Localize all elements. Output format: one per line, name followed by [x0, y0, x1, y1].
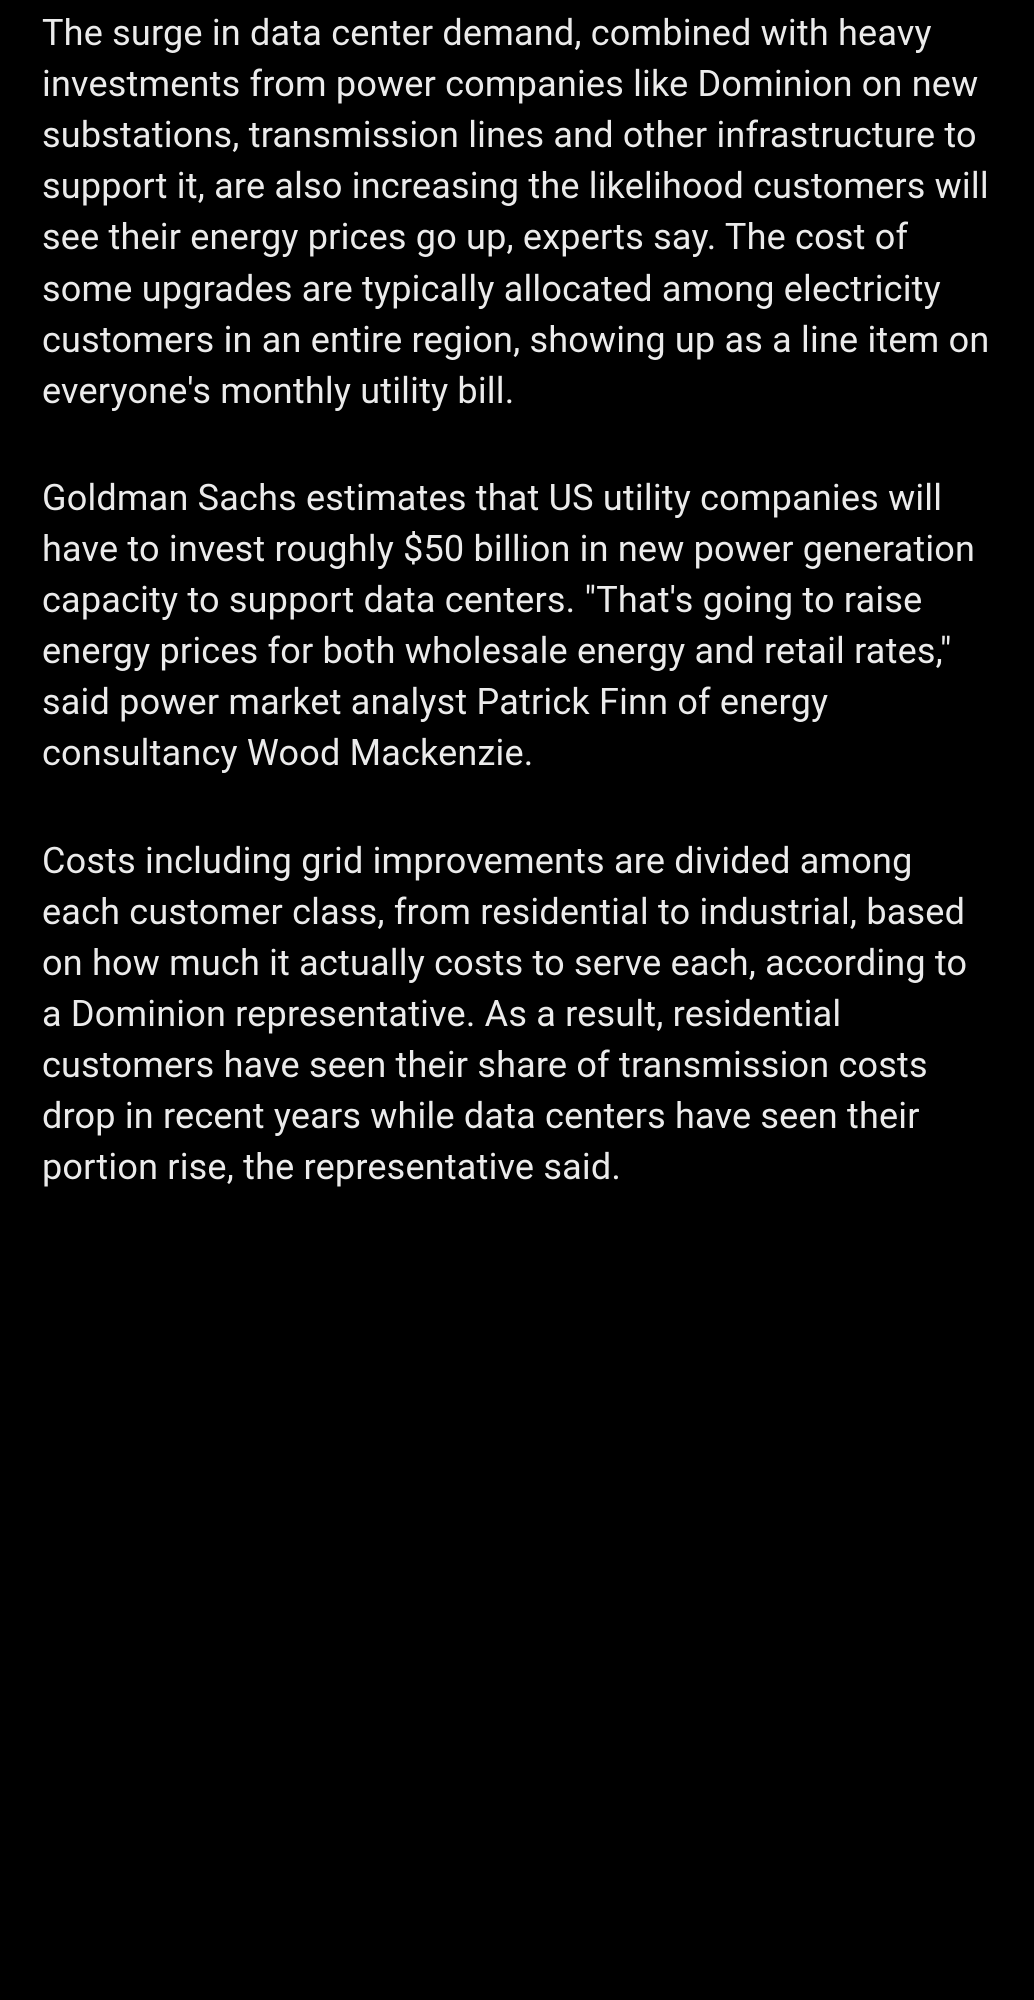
article-paragraph: Goldman Sachs estimates that US utility … [42, 473, 992, 780]
article-paragraph: The surge in data center demand, combine… [42, 8, 992, 417]
article-body: The surge in data center demand, combine… [42, 8, 992, 1193]
article-paragraph: Costs including grid improvements are di… [42, 836, 992, 1194]
